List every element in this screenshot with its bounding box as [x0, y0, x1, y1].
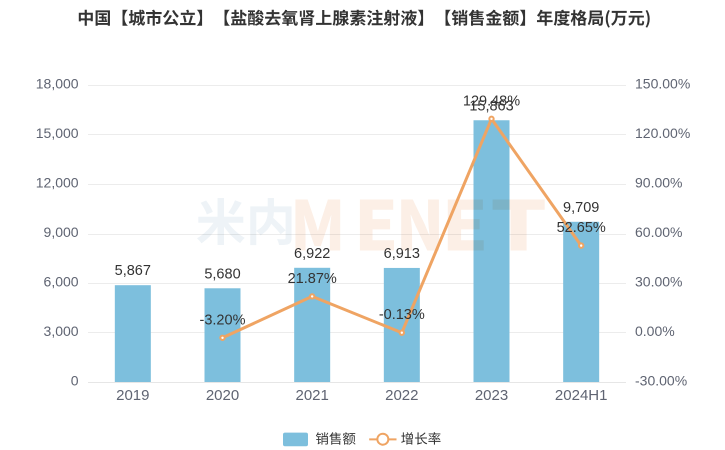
svg-text:2019: 2019 — [116, 387, 149, 404]
svg-text:6,922: 6,922 — [294, 246, 330, 262]
svg-text:129.48%: 129.48% — [463, 93, 520, 109]
svg-text:2023: 2023 — [475, 387, 508, 404]
svg-text:2021: 2021 — [296, 387, 329, 404]
svg-text:9,709: 9,709 — [563, 200, 599, 216]
svg-text:15,000: 15,000 — [36, 125, 79, 141]
svg-text:30.00%: 30.00% — [635, 274, 682, 290]
svg-text:-30.00%: -30.00% — [635, 373, 687, 389]
svg-text:90.00%: 90.00% — [635, 175, 682, 191]
svg-text:12,000: 12,000 — [36, 175, 79, 191]
svg-text:2020: 2020 — [206, 387, 239, 404]
svg-text:0: 0 — [71, 373, 79, 389]
svg-text:60.00%: 60.00% — [635, 224, 682, 240]
svg-text:52.65%: 52.65% — [557, 220, 606, 236]
svg-text:2022: 2022 — [385, 387, 418, 404]
svg-text:21.87%: 21.87% — [288, 271, 337, 287]
svg-text:6,913: 6,913 — [384, 246, 420, 262]
svg-text:2024H1: 2024H1 — [555, 387, 608, 404]
svg-text:3,000: 3,000 — [44, 323, 79, 339]
svg-text:18,000: 18,000 — [36, 76, 79, 92]
svg-text:5,867: 5,867 — [115, 263, 151, 279]
svg-text:0.00%: 0.00% — [635, 323, 675, 339]
svg-text:15,863: 15,863 — [469, 98, 513, 114]
svg-text:6,000: 6,000 — [44, 274, 79, 290]
svg-text:-0.13%: -0.13% — [379, 307, 425, 323]
svg-text:9,000: 9,000 — [44, 224, 79, 240]
svg-text:150.00%: 150.00% — [635, 76, 690, 92]
svg-text:5,680: 5,680 — [204, 266, 240, 282]
svg-text:120.00%: 120.00% — [635, 125, 690, 141]
svg-text:-3.20%: -3.20% — [200, 312, 246, 328]
